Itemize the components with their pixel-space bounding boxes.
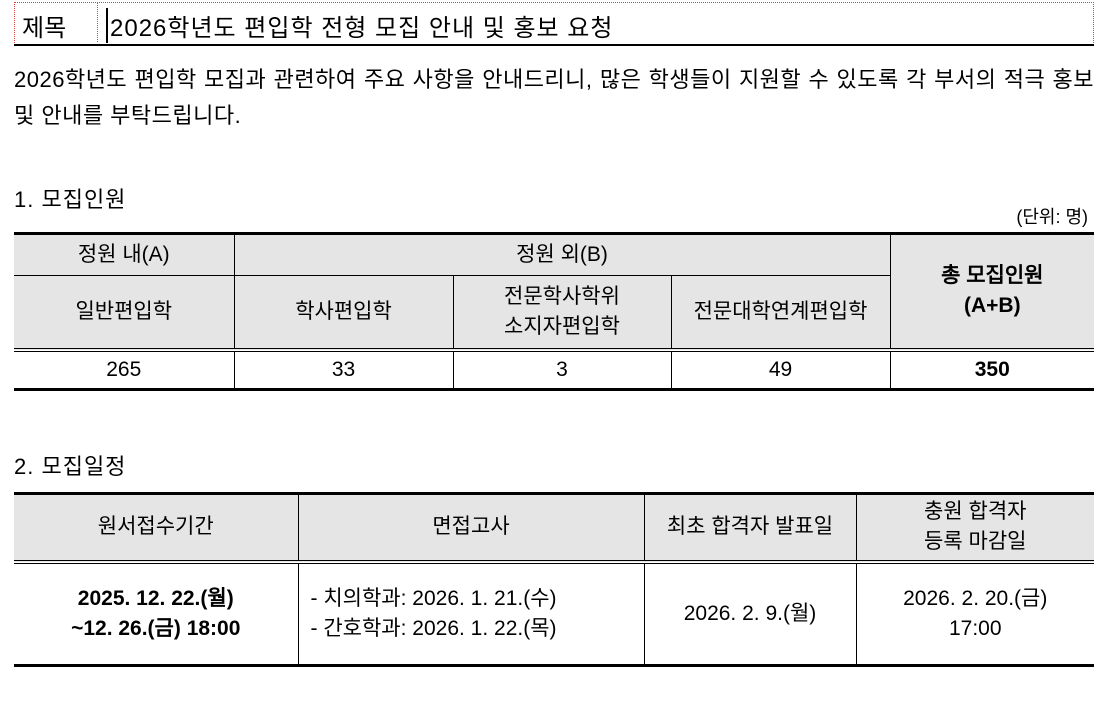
unit-label: (단위: 명) [1016, 207, 1088, 227]
associate-line1: 전문학사학위 [504, 284, 620, 308]
registration-line2: 등록 마감일 [924, 530, 1027, 554]
registration-date: 2026. 2. 20.(금) [903, 586, 1048, 610]
header-first-result: 최초 합격자 발표일 [643, 493, 857, 562]
value-linked: 49 [670, 347, 891, 390]
interview-dentistry: - 치의학과: 2026. 1. 21.(수) [310, 586, 557, 610]
first-result-date: 2026. 2. 9.(월) [643, 559, 857, 666]
title-box [14, 2, 1094, 43]
application-line1: 2025. 12. 22.(월) [77, 586, 234, 610]
section2-heading: 2. 모집일정 [14, 454, 127, 479]
registration-line1: 충원 합격자 [924, 500, 1027, 524]
value-associate: 3 [452, 347, 672, 390]
title-separator [97, 2, 98, 42]
interview-nursing: - 간호학과: 2026. 1. 22.(목) [310, 616, 557, 640]
application-period: 2025. 12. 22.(월) ~12. 26.(금) 18:00 [14, 559, 299, 666]
header-bachelor: 학사편입학 [233, 275, 454, 350]
title-label: 제목 [22, 15, 67, 42]
title-input[interactable]: 2026학년도 편입학 전형 모집 안내 및 홍보 요청 [106, 8, 613, 43]
header-application: 원서접수기간 [14, 493, 299, 562]
application-line2: ~12. 26.(금) 18:00 [71, 616, 241, 640]
value-general: 265 [14, 347, 235, 390]
header-linked: 전문대학연계편입학 [670, 275, 891, 350]
intro-paragraph: 2026학년도 편입학 모집과 관련하여 주요 사항을 안내드리니, 많은 학생… [14, 67, 1094, 128]
registration-deadline: 2026. 2. 20.(금) 17:00 [855, 559, 1094, 666]
interview-dates: - 치의학과: 2026. 1. 21.(수) - 간호학과: 2026. 1. … [297, 559, 645, 666]
total-line1: 총 모집인원 [941, 264, 1044, 288]
section1-heading: 1. 모집인원 [14, 187, 127, 212]
header-group-a: 정원 내(A) [14, 233, 235, 276]
header-group-b: 정원 외(B) [233, 233, 891, 276]
header-general: 일반편입학 [14, 275, 235, 350]
header-total: 총 모집인원 (A+B) [889, 233, 1095, 350]
associate-line2: 소지자편입학 [504, 314, 620, 338]
total-line2: (A+B) [963, 294, 1021, 318]
registration-time: 17:00 [948, 616, 1002, 640]
value-bachelor: 33 [233, 347, 454, 390]
value-total: 350 [889, 347, 1095, 390]
quota-table: 정원 내(A) 정원 외(B) 총 모집인원 (A+B) 일반편입학 학사편입학 … [14, 232, 1095, 391]
header-interview: 면접고사 [297, 493, 645, 562]
title-underline [14, 44, 1094, 46]
